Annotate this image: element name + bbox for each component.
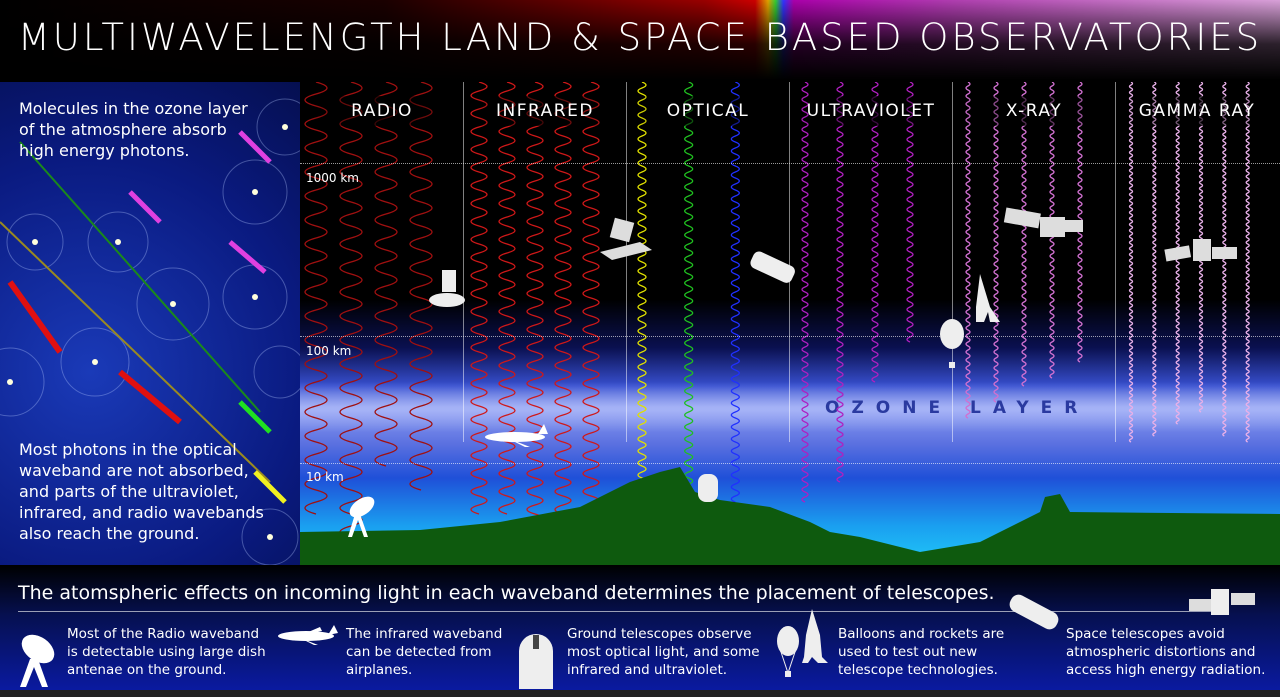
wave-ultraviolet bbox=[871, 82, 879, 383]
jwst-icon bbox=[600, 217, 652, 260]
column-divider bbox=[952, 82, 953, 442]
column-header-gamma-ray: GAMMA RAY bbox=[1122, 96, 1272, 126]
scene-layer bbox=[300, 207, 1280, 565]
altitude-label: 100 km bbox=[306, 344, 352, 358]
altitude-line-10km bbox=[300, 463, 1280, 464]
wave-infrared bbox=[582, 82, 600, 533]
wave-optical bbox=[730, 82, 740, 503]
divider bbox=[18, 611, 1218, 612]
atmosphere-diagram: OZONE LAYER 1000 km 100 km 10 km RADIO I… bbox=[300, 82, 1280, 565]
observatory-dome-icon bbox=[698, 474, 718, 502]
wave-ultraviolet bbox=[801, 82, 809, 503]
radio-dish-icon bbox=[20, 634, 55, 687]
radio-dish-icon bbox=[348, 496, 375, 537]
satellite-icon bbox=[1189, 589, 1255, 615]
wave-gamma-ray bbox=[1152, 82, 1157, 437]
column-header-radio: RADIO bbox=[307, 96, 457, 126]
column-divider bbox=[1115, 82, 1116, 442]
infrared-observatory-icon bbox=[429, 270, 465, 307]
wave-optical bbox=[684, 82, 694, 503]
wave-radio bbox=[409, 82, 433, 491]
bottom-panel: The atomspheric effects on incoming ligh… bbox=[0, 565, 1280, 690]
ozone-layer-label: OZONE LAYER bbox=[825, 398, 1090, 418]
satellite-icon bbox=[1003, 207, 1083, 237]
title-bar: MULTIWAVELENGTH LAND & SPACE BASED OBSER… bbox=[0, 0, 1280, 80]
ground-silhouette bbox=[300, 467, 1280, 565]
left-panel: Molecules in the ozone layer of the atmo… bbox=[0, 82, 300, 565]
altitude-line-1000km bbox=[300, 163, 1280, 164]
wave-infrared bbox=[498, 82, 516, 515]
balloon-rocket-description: Balloons and rockets are used to test ou… bbox=[838, 626, 1005, 678]
summary-title: The atomspheric effects on incoming ligh… bbox=[18, 582, 995, 604]
satellite-icon bbox=[1164, 239, 1237, 262]
infrared-description: The infrared waveband can be detected fr… bbox=[346, 626, 503, 678]
wave-infrared bbox=[554, 82, 572, 533]
altitude-line-100km bbox=[300, 336, 1280, 337]
space-telescope-description: Space telescopes avoid atmospheric disto… bbox=[1066, 626, 1266, 678]
footer-strip bbox=[0, 690, 1280, 697]
column-header-xray: X-RAY bbox=[959, 96, 1109, 126]
column-divider bbox=[463, 82, 464, 442]
rocket-icon bbox=[976, 274, 1000, 322]
wave-radio bbox=[339, 82, 363, 539]
wave-radio bbox=[374, 82, 398, 467]
space-telescope-icon bbox=[1009, 594, 1059, 630]
airplane-icon bbox=[278, 625, 338, 645]
column-header-ultraviolet: ULTRAVIOLET bbox=[796, 96, 946, 126]
wave-infrared bbox=[470, 82, 488, 515]
space-telescope-icon bbox=[750, 251, 795, 283]
page-title: MULTIWAVELENGTH LAND & SPACE BASED OBSER… bbox=[17, 16, 1263, 59]
radio-description: Most of the Radio waveband is detectable… bbox=[67, 626, 266, 678]
wave-optical bbox=[637, 82, 647, 503]
balloon-rocket-icon bbox=[777, 609, 828, 677]
molecule-illustration bbox=[0, 98, 300, 565]
column-divider bbox=[789, 82, 790, 442]
wave-x-ray bbox=[993, 82, 999, 403]
balloon-icon bbox=[940, 319, 964, 368]
altitude-label: 10 km bbox=[306, 470, 344, 484]
column-header-optical: OPTICAL bbox=[633, 96, 783, 126]
ground-telescope-description: Ground telescopes observe most optical l… bbox=[567, 626, 760, 678]
wave-x-ray bbox=[965, 82, 971, 419]
wave-ultraviolet bbox=[836, 82, 844, 483]
wave-x-ray bbox=[1021, 82, 1027, 387]
wave-gamma-ray bbox=[1128, 82, 1134, 443]
wave-infrared bbox=[526, 82, 544, 533]
column-header-infrared: INFRARED bbox=[470, 96, 620, 126]
wave-radio bbox=[304, 82, 328, 515]
observatory-dome-icon bbox=[519, 634, 553, 689]
wave-gamma-ray bbox=[1245, 82, 1250, 443]
ozone-absorption-text: Molecules in the ozone layer of the atmo… bbox=[19, 99, 248, 160]
altitude-label: 1000 km bbox=[306, 171, 359, 185]
column-divider bbox=[626, 82, 627, 442]
airplane-icon bbox=[485, 424, 548, 447]
optical-transmission-text: Most photons in the optical waveband are… bbox=[19, 440, 264, 543]
